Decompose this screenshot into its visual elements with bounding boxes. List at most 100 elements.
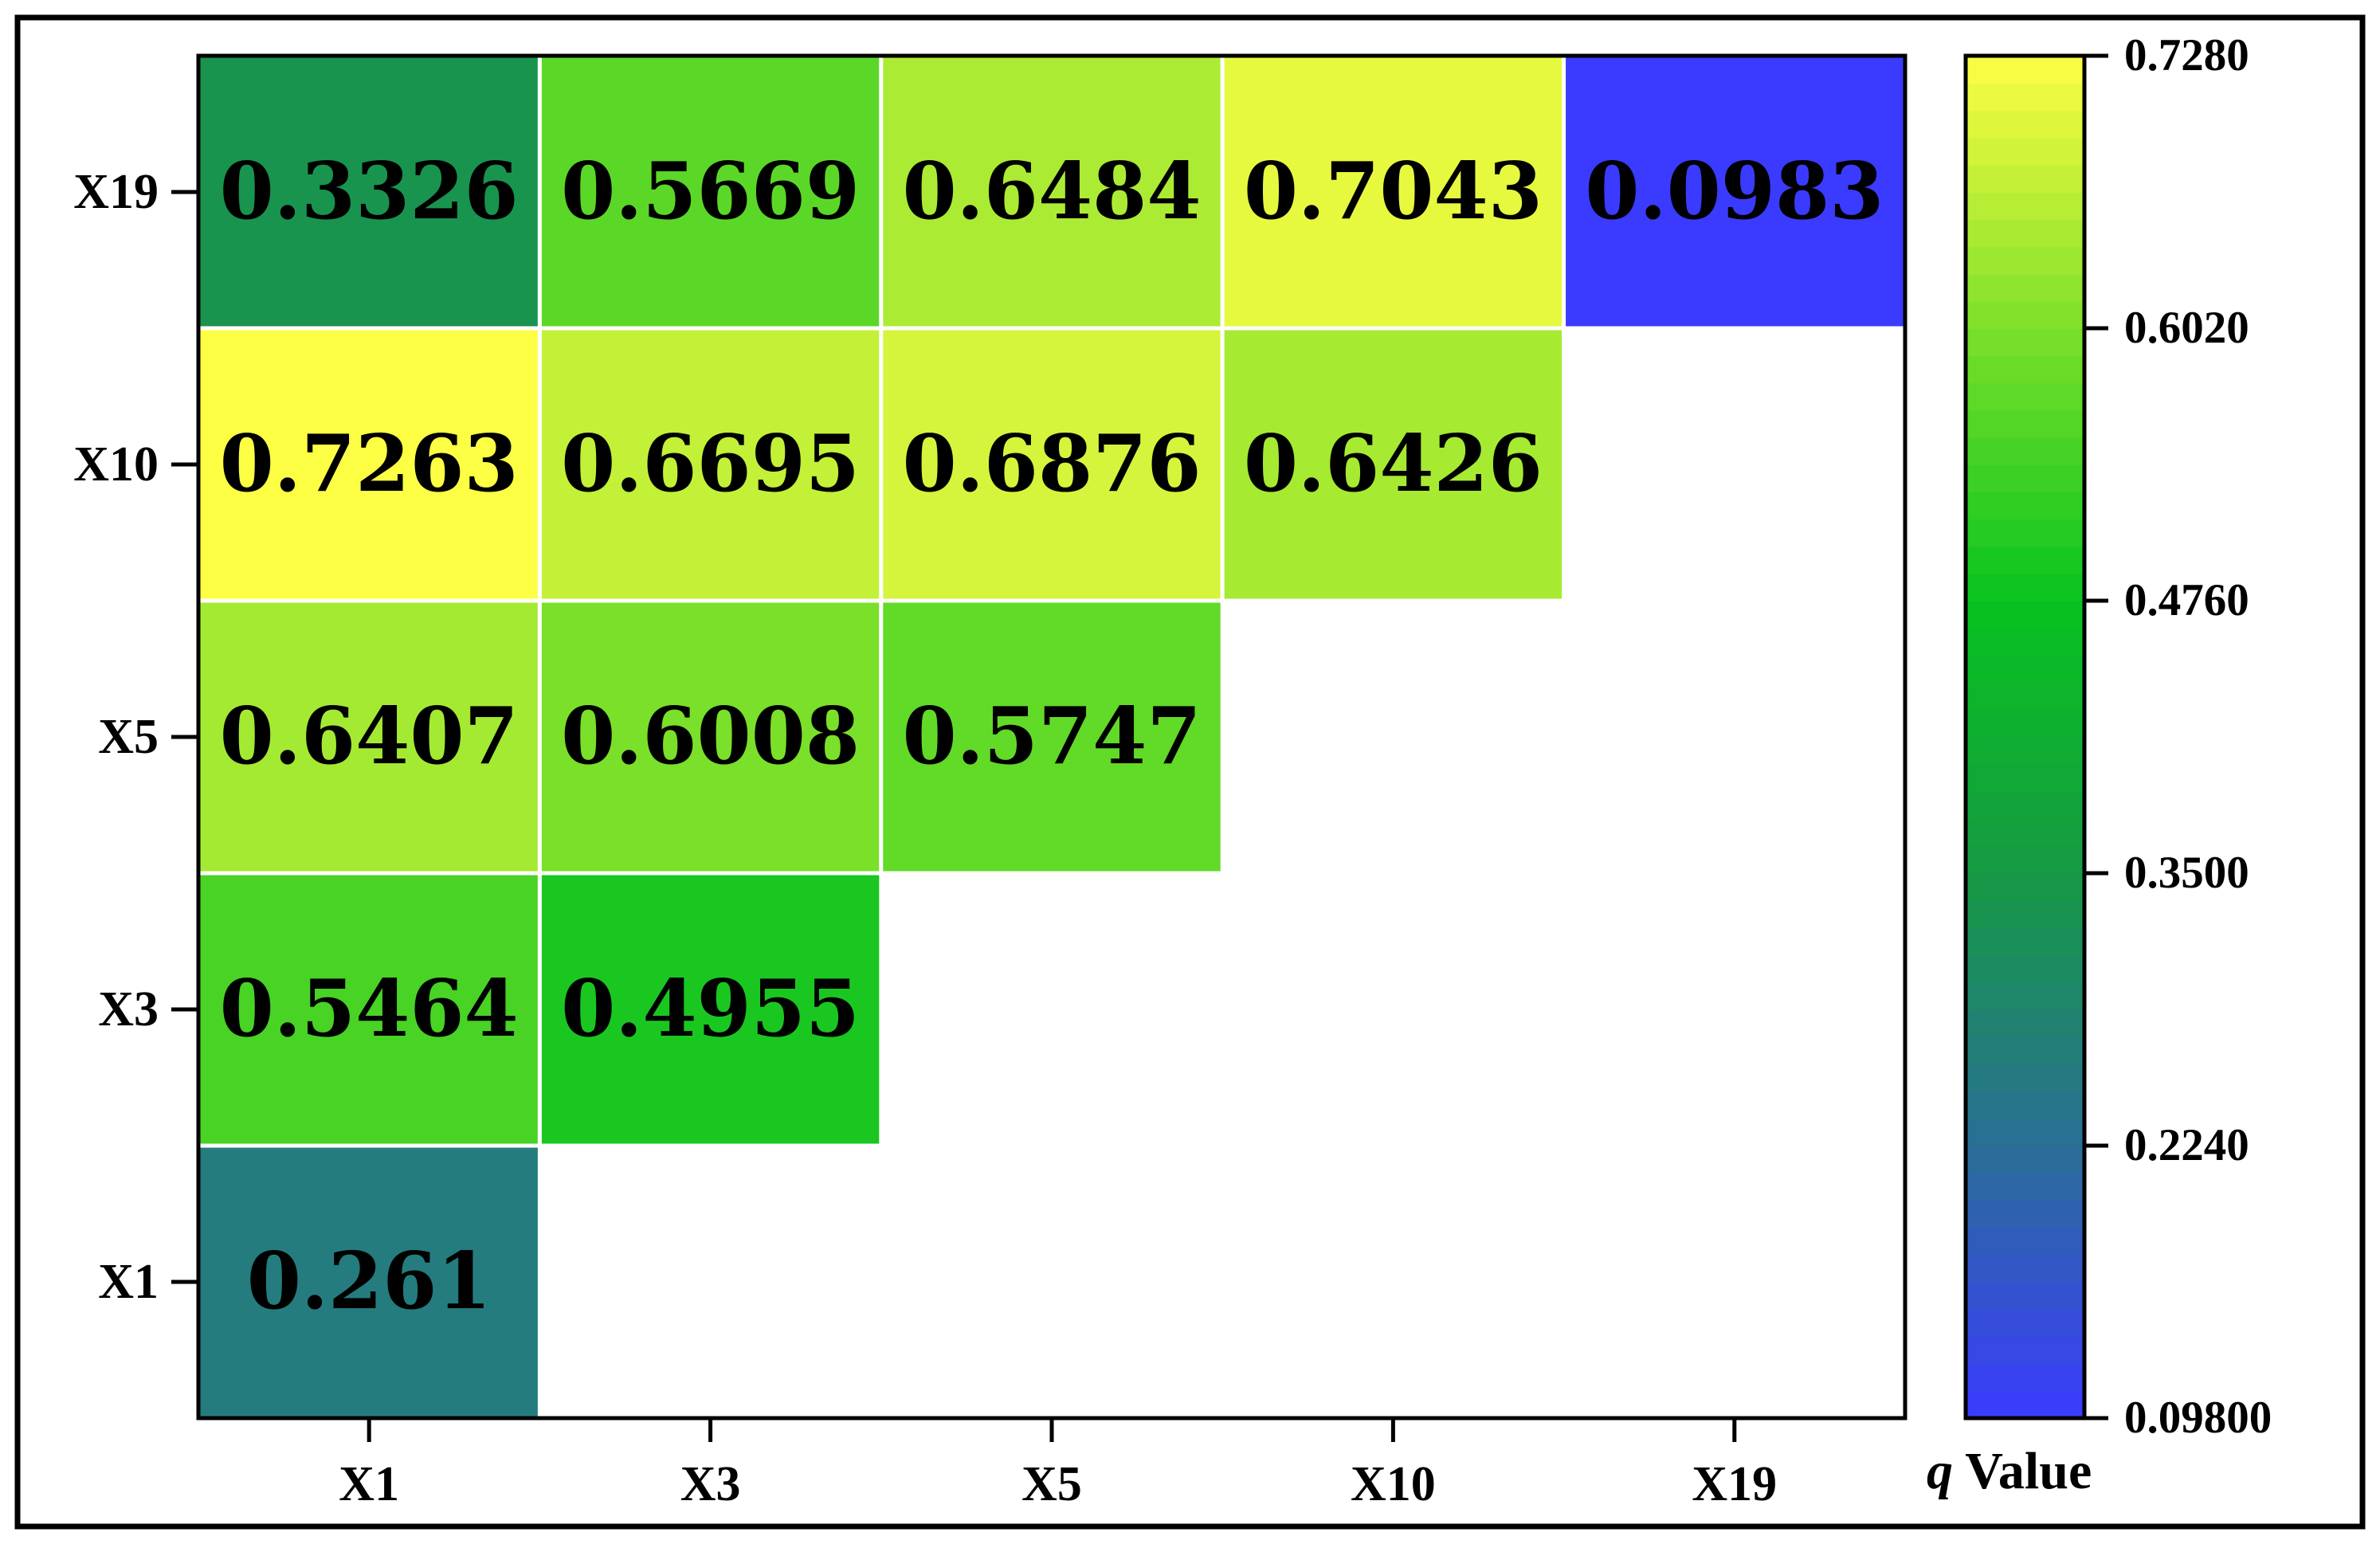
heatmap-cells: 0.261 0.5464 0.4955 0.6407 0.6008 0.5747 0.726… <box>196 53 1908 1421</box>
colorbar-band <box>1966 300 2084 329</box>
colorbar-band <box>1966 1118 2084 1146</box>
colorbar-band <box>1966 246 2084 275</box>
colorbar-band <box>1966 192 2084 220</box>
colorbar-band <box>1966 328 2084 356</box>
colorbar-band <box>1966 709 2084 738</box>
colorbar-band <box>1966 628 2084 656</box>
colorbar-title-rest: Value <box>1953 1442 2092 1500</box>
colorbar-band <box>1966 164 2084 193</box>
x-tick-label: X3 <box>680 1457 741 1511</box>
colorbar-band <box>1966 791 2084 820</box>
heatmap-cell-rect <box>537 598 884 876</box>
colorbar-band <box>1966 682 2084 711</box>
colorbar-band <box>1966 954 2084 983</box>
colorbar-band <box>1966 900 2084 929</box>
colorbar-band <box>1966 764 2084 793</box>
cell-value-label: 0.261 <box>247 1236 492 1327</box>
x-tick-label: X1 <box>339 1457 399 1511</box>
cell-value-label: 0.6407 <box>220 691 519 782</box>
colorbar-band <box>1966 492 2084 520</box>
colorbar-band <box>1966 1336 2084 1365</box>
heatmap-cell-rect <box>196 326 542 603</box>
colorbar-band <box>1966 818 2084 847</box>
cell-value-label: 0.5669 <box>561 146 860 237</box>
colorbar-band <box>1966 437 2084 465</box>
cell-value-label: 0.0983 <box>1585 146 1884 237</box>
x-tick-label: X19 <box>1692 1457 1777 1511</box>
colorbar-band <box>1966 110 2084 139</box>
colorbar-band <box>1966 382 2084 411</box>
colorbar-band <box>1966 1309 2084 1338</box>
colorbar-band <box>1966 546 2084 574</box>
colorbar-band <box>1966 1282 2084 1310</box>
x-tick-label: X10 <box>1351 1457 1436 1511</box>
heatmap-cell-rect <box>537 326 884 603</box>
colorbar-band <box>1966 464 2084 492</box>
heatmap-cell: 0.6876 <box>879 326 1225 603</box>
colorbar-title: q Value <box>1927 1442 2092 1500</box>
colorbar-band <box>1966 1009 2084 1037</box>
colorbar-band <box>1966 1064 2084 1092</box>
heatmap-cell-rect <box>196 871 542 1148</box>
colorbar-band <box>1966 56 2084 84</box>
cell-value-label: 0.7263 <box>220 418 519 510</box>
colorbar-band <box>1966 1200 2084 1229</box>
axes: X1 X3 X5 X10 X19 X1 X3 X5 X10 X19 <box>73 165 1777 1511</box>
colorbar-band <box>1966 410 2084 438</box>
colorbar-tick-label: 0.4760 <box>2124 575 2249 625</box>
heatmap-cell-rect <box>196 1143 542 1421</box>
cell-value-label: 0.4955 <box>561 963 860 1055</box>
heatmap-cell: 0.5747 <box>879 598 1225 876</box>
colorbar-band <box>1966 219 2084 248</box>
colorbar-band <box>1966 573 2084 602</box>
cell-value-label: 0.6426 <box>1244 418 1543 510</box>
y-tick-label: X1 <box>98 1255 159 1309</box>
colorbar-band <box>1966 1227 2084 1256</box>
colorbar-title-italic: q <box>1927 1442 1953 1500</box>
colorbar-border <box>1963 53 2087 1421</box>
x-tick-label: X5 <box>1021 1457 1082 1511</box>
colorbar-band <box>1966 137 2084 166</box>
heatmap-cell-rect <box>196 598 542 876</box>
colorbar-band <box>1966 1091 2084 1119</box>
colorbar-tick-label: 0.6020 <box>2124 303 2249 353</box>
heatmap-cell-rect <box>1220 326 1566 603</box>
heatmap-cell: 0.7263 <box>196 326 542 603</box>
heatmap-cell-rect <box>196 53 542 331</box>
colorbar-band <box>1966 873 2084 901</box>
colorbar-band <box>1966 519 2084 547</box>
colorbar-band <box>1966 83 2084 112</box>
heatmap-cell: 0.5464 <box>196 871 542 1148</box>
cell-value-label: 0.6484 <box>902 146 1201 237</box>
colorbar-band <box>1966 1037 2084 1065</box>
colorbar-band <box>1966 601 2084 629</box>
cell-value-label: 0.3326 <box>220 146 519 237</box>
y-tick-label: X5 <box>98 710 159 764</box>
cell-value-label: 0.7043 <box>1244 146 1543 237</box>
y-tick-label: X10 <box>73 437 159 492</box>
y-tick-label: X3 <box>98 982 159 1037</box>
colorbar-tick-label: 0.2240 <box>2124 1120 2249 1170</box>
colorbar: 0.7280 0.6020 0.4760 0.3500 0.2240 0.09800 q V… <box>1927 30 2272 1500</box>
colorbar-band <box>1966 982 2084 1010</box>
cell-value-label: 0.6695 <box>561 418 860 510</box>
heatmap-cell-rect <box>1562 53 1908 331</box>
heatmap-cell: 0.261 <box>196 1143 542 1421</box>
colorbar-band <box>1966 737 2084 765</box>
colorbar-band <box>1966 1363 2084 1392</box>
cell-value-label: 0.5464 <box>220 963 519 1055</box>
colorbar-band <box>1966 655 2084 684</box>
colorbar-tick-label: 0.3500 <box>2124 848 2249 898</box>
heatmap-cell-rect <box>879 53 1225 331</box>
cell-value-label: 0.6876 <box>902 418 1201 510</box>
heatmap-cell: 0.7043 <box>1220 53 1566 331</box>
colorbar-band <box>1966 927 2084 956</box>
colorbar-band <box>1966 845 2084 874</box>
heatmap-cell-rect <box>879 326 1225 603</box>
cell-value-label: 0.6008 <box>561 691 860 782</box>
colorbar-tick-label: 0.7280 <box>2124 30 2249 80</box>
heatmap-cell: 0.5669 <box>537 53 884 331</box>
colorbar-band <box>1966 1254 2084 1283</box>
heatmap-cell-rect <box>537 53 884 331</box>
